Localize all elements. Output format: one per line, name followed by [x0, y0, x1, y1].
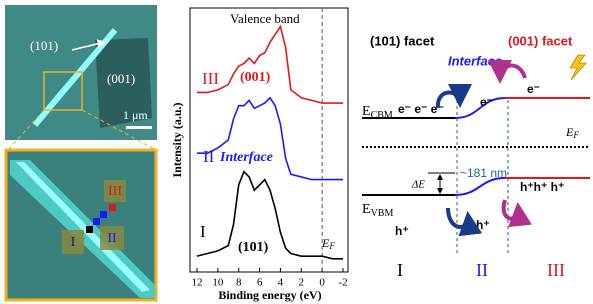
figure: (101) (001) 1 μm I II III Valence band B…: [0, 0, 593, 304]
ef-label: EF: [321, 236, 335, 251]
x-tick-label: 10: [212, 277, 224, 289]
hole: h⁺: [476, 218, 490, 232]
region-label: III: [202, 69, 219, 88]
light-icon: [570, 55, 586, 80]
spectra: Valence band Binding energy (eV) Intensi…: [170, 8, 348, 302]
vbm-sub: VBM: [371, 208, 394, 219]
band-diagram: (101) facet (001) facet Interface ΔE ECB…: [362, 33, 590, 280]
y-axis-label: Intensity (a.u.): [170, 102, 184, 177]
spectrum-line: [197, 26, 343, 103]
ef-sub: F: [328, 241, 335, 251]
inset-label: I: [71, 235, 76, 250]
micrograph: (101) (001) 1 μm I II III: [5, 5, 157, 300]
delta-e: ΔE: [411, 179, 425, 191]
region-label: II: [476, 260, 488, 280]
x-tick-label: 4: [278, 277, 284, 289]
vbm-label: EVBM: [362, 202, 393, 219]
electron: e⁻: [527, 82, 540, 96]
cbm-main: E: [362, 104, 371, 119]
series-label: (001): [240, 70, 271, 85]
region-label: III: [547, 260, 565, 280]
width-label: ~181 nm: [460, 166, 507, 180]
pixel-ii: [93, 218, 100, 225]
inset-label: III: [108, 184, 122, 199]
scale-bar-label: 1 μm: [123, 108, 148, 122]
region-label: I: [397, 260, 403, 280]
plot-frame: [190, 8, 348, 272]
fermi-label: EF: [565, 125, 579, 140]
chart-title: Valence band: [230, 11, 300, 26]
x-tick-label: 8: [236, 277, 242, 289]
cbm-sub: CBM: [371, 110, 393, 121]
x-axis-label: Binding energy (eV): [218, 288, 321, 302]
x-tick-label: 6: [257, 277, 263, 289]
vbm-bend: [455, 178, 505, 195]
x-tick-label: 12: [192, 277, 203, 289]
holes: h⁺h⁺ h⁺: [520, 180, 564, 194]
interface-title: Interface: [448, 53, 502, 68]
right-title: (001) facet: [508, 33, 573, 48]
hole-arrow: [504, 200, 519, 219]
scale-bar: [126, 126, 152, 129]
vbm-main: E: [362, 202, 371, 217]
cbm-label: ECBM: [362, 104, 393, 121]
left-title: (101) facet: [370, 33, 435, 48]
fermi-sub: F: [572, 130, 579, 140]
inset-label: II: [107, 231, 117, 246]
series-label: Interface: [219, 150, 273, 165]
x-tick-label: 0: [319, 277, 325, 289]
x-tick-label: 2: [299, 277, 305, 289]
electron-arrow: [500, 65, 525, 80]
spectrum-line: [197, 98, 343, 180]
hole-arrow: [448, 208, 468, 227]
x-tick-label: -2: [338, 277, 347, 289]
pixel-iii: [109, 204, 116, 211]
series-label: (101): [238, 240, 269, 255]
holes: h⁺: [395, 224, 409, 238]
label-001: (001): [107, 71, 135, 86]
region-label: I: [200, 222, 206, 241]
pixel-ii: [100, 211, 107, 218]
electron: e⁻: [480, 95, 493, 109]
pixel-i: [86, 226, 93, 233]
label-101: (101): [30, 38, 58, 53]
